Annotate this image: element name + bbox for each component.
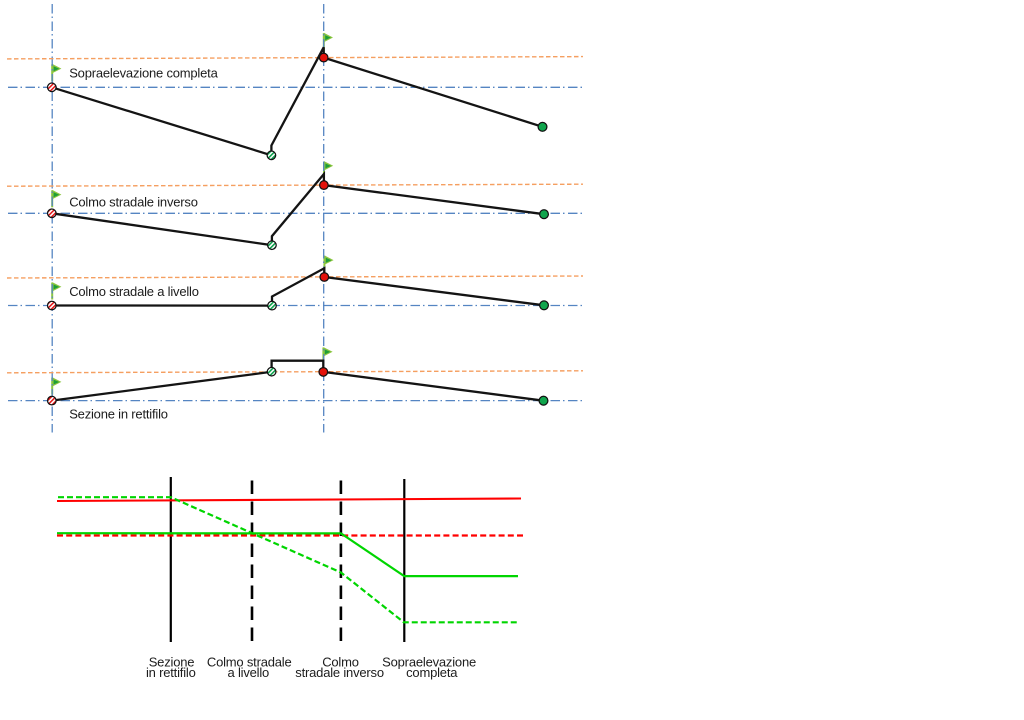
svg-text:Colmo stradale a livello: Colmo stradale a livello (69, 284, 199, 299)
svg-text:a livello: a livello (228, 665, 270, 680)
svg-text:Colmo stradale: Colmo stradale (207, 654, 292, 669)
svg-text:Sopraelevazione completa: Sopraelevazione completa (69, 65, 218, 80)
svg-text:Sezione: Sezione (149, 654, 195, 669)
svg-text:Colmo stradale inverso: Colmo stradale inverso (69, 195, 198, 210)
svg-text:in rettifilo: in rettifilo (146, 665, 196, 680)
svg-text:Sopraelevazione: Sopraelevazione (382, 654, 476, 669)
svg-text:completa: completa (406, 665, 458, 680)
svg-text:Colmo: Colmo (322, 654, 359, 669)
svg-text:Sezione in rettifilo: Sezione in rettifilo (69, 407, 168, 422)
svg-text:stradale inverso: stradale inverso (295, 665, 384, 680)
